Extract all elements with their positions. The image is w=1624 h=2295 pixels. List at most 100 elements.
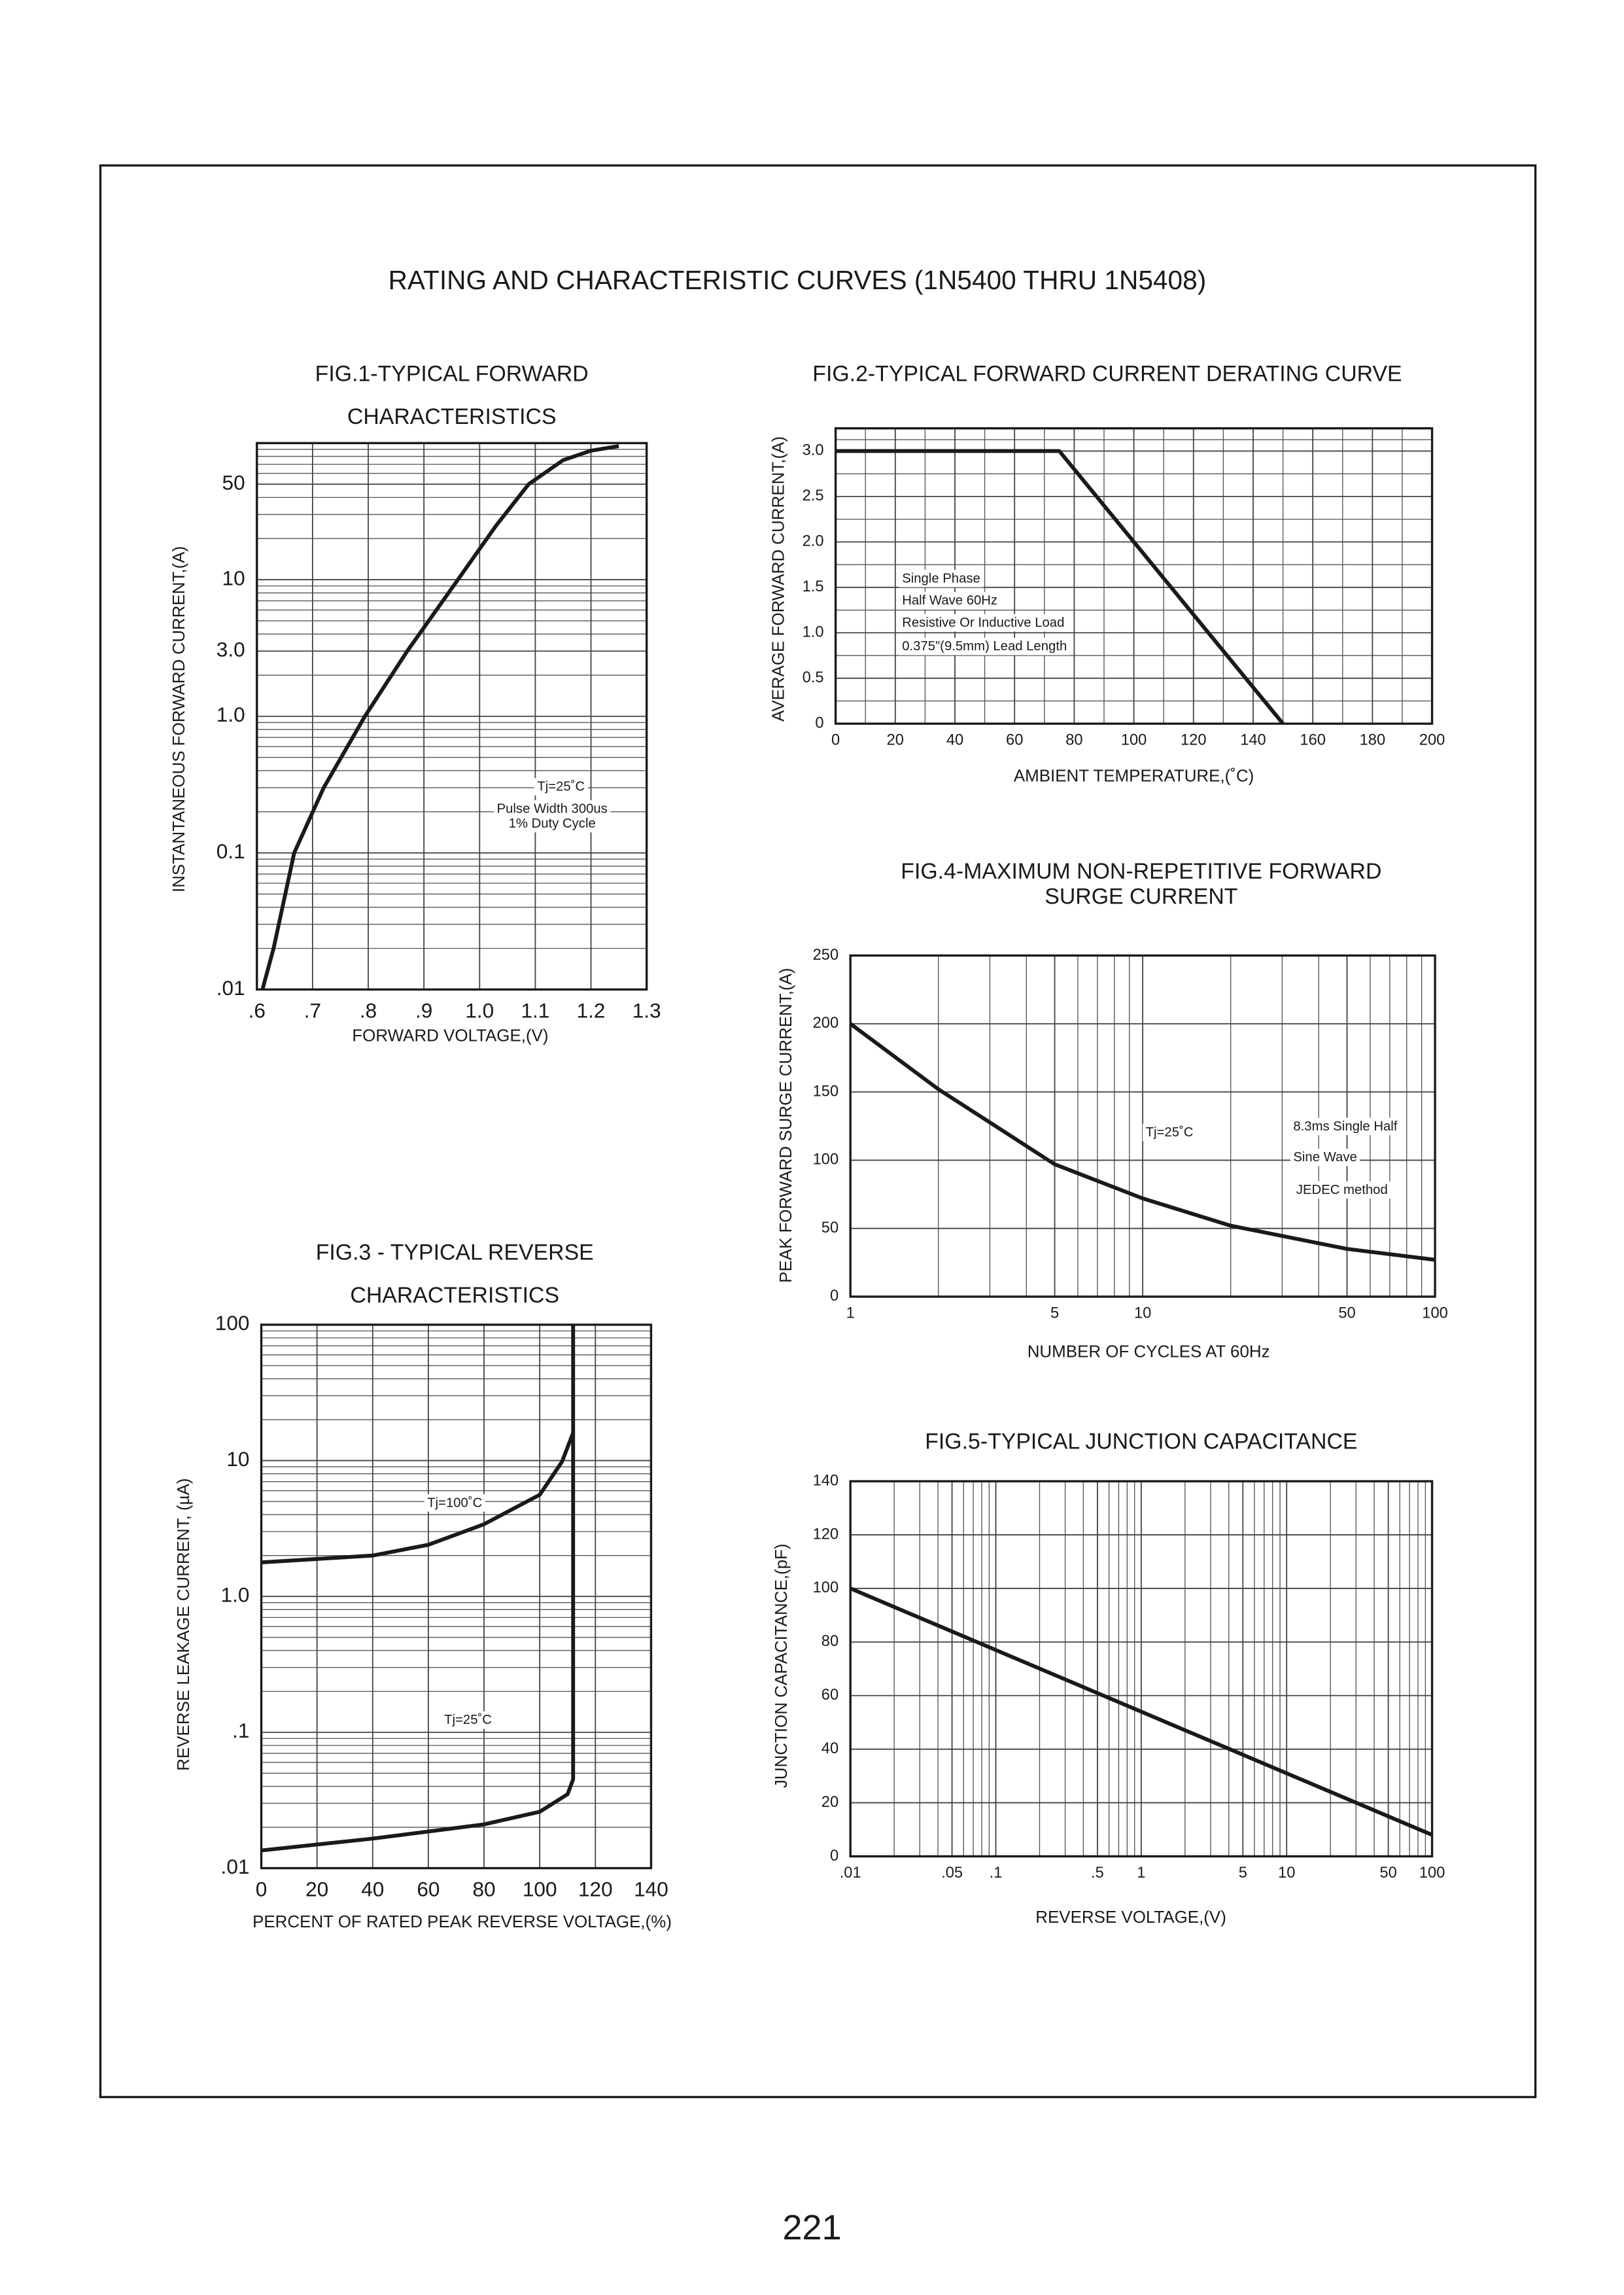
label-background bbox=[424, 1494, 485, 1512]
x-tick-label: .05 bbox=[941, 1865, 963, 1882]
annotation: Resistive Or Inductive Load bbox=[902, 616, 1064, 630]
annotation-background bbox=[899, 637, 1070, 656]
y-tick-label: 2.5 bbox=[803, 487, 824, 504]
annotation: Sine Wave bbox=[1293, 1150, 1356, 1165]
annotation: Half Wave 60Hz bbox=[902, 593, 997, 608]
y-axis-label: JUNCTION CAPACITANCE,(pF) bbox=[772, 1543, 791, 1788]
x-tick-label: .1 bbox=[990, 1865, 1003, 1882]
y-tick-label: 200 bbox=[813, 1015, 839, 1032]
annotation-background bbox=[899, 591, 1001, 610]
x-tick-label: 120 bbox=[1181, 731, 1207, 748]
x-tick-label: 100 bbox=[1422, 1305, 1448, 1322]
series-label: Tj=100˚C bbox=[427, 1496, 482, 1510]
chart-title: CHARACTERISTICS bbox=[347, 404, 557, 429]
x-axis-label: REVERSE VOLTAGE,(V) bbox=[1035, 1908, 1226, 1927]
chart-title: FIG.4-MAXIMUM NON-REPETITIVE FORWARD bbox=[901, 859, 1381, 884]
y-tick-label: 1.0 bbox=[221, 1583, 250, 1607]
y-tick-label: 0.1 bbox=[216, 839, 245, 863]
y-axis-label: AVERAGE FORWARD CURRENT,(A) bbox=[770, 436, 788, 722]
y-tick-label: 100 bbox=[215, 1311, 250, 1335]
series-label: Tj=25˚C bbox=[444, 1713, 492, 1727]
label-background bbox=[441, 1711, 495, 1729]
y-tick-label: 2.0 bbox=[803, 533, 824, 550]
y-axis-label: PEAK FORWARD SURGE CURRENT,(A) bbox=[777, 968, 795, 1282]
plot-frame bbox=[260, 1323, 653, 1870]
curve bbox=[261, 1324, 576, 1853]
x-tick-label: 5 bbox=[1239, 1865, 1247, 1882]
curve bbox=[260, 444, 619, 990]
x-tick-label: 20 bbox=[887, 731, 904, 748]
page-frame bbox=[99, 164, 1537, 2099]
x-tick-label: 10 bbox=[1134, 1305, 1151, 1322]
x-tick-label: 60 bbox=[417, 1878, 440, 1901]
x-tick-label: .01 bbox=[840, 1865, 861, 1882]
y-tick-label: .01 bbox=[216, 976, 245, 1000]
x-tick-label: 140 bbox=[634, 1878, 668, 1901]
x-tick-label: .6 bbox=[249, 999, 266, 1023]
x-tick-label: .8 bbox=[360, 999, 377, 1023]
x-tick-label: .7 bbox=[304, 999, 321, 1023]
y-tick-label: 10 bbox=[222, 566, 245, 589]
x-tick-label: 160 bbox=[1300, 731, 1326, 748]
y-tick-label: 60 bbox=[821, 1687, 838, 1704]
x-tick-label: 10 bbox=[1278, 1865, 1295, 1882]
x-tick-label: 1.3 bbox=[632, 999, 661, 1023]
x-tick-label: 1 bbox=[846, 1305, 855, 1322]
chart-title: FIG.1-TYPICAL FORWARD bbox=[315, 361, 589, 386]
x-tick-label: 140 bbox=[1240, 731, 1266, 748]
page-number: 221 bbox=[782, 2208, 841, 2247]
y-tick-label: 0 bbox=[830, 1848, 838, 1865]
x-axis-label: PERCENT OF RATED PEAK REVERSE VOLTAGE,(%… bbox=[252, 1913, 672, 1931]
chart-title: FIG.3 - TYPICAL REVERSE bbox=[316, 1240, 594, 1265]
x-tick-label: 100 bbox=[523, 1878, 557, 1901]
annotation: 1% Duty Cycle bbox=[509, 816, 596, 831]
x-tick-label: 20 bbox=[305, 1878, 328, 1901]
x-tick-label: .9 bbox=[415, 999, 432, 1023]
curve bbox=[261, 1432, 576, 1565]
x-tick-label: 180 bbox=[1360, 731, 1386, 748]
y-tick-label: 80 bbox=[821, 1633, 838, 1650]
x-axis-label: AMBIENT TEMPERATURE,(˚C) bbox=[1014, 767, 1254, 785]
plot-frame bbox=[834, 427, 1434, 725]
annotation: Pulse Width 300us bbox=[497, 801, 608, 816]
chart-title: FIG.2-TYPICAL FORWARD CURRENT DERATING C… bbox=[812, 361, 1402, 386]
y-tick-label: 1.5 bbox=[803, 578, 824, 595]
x-tick-label: 50 bbox=[1338, 1305, 1355, 1322]
annotation-background bbox=[1290, 1117, 1401, 1136]
y-tick-label: 0 bbox=[815, 714, 823, 731]
y-tick-label: 3.0 bbox=[803, 442, 824, 459]
annotation-background bbox=[1293, 1181, 1391, 1199]
y-tick-label: 10 bbox=[226, 1447, 249, 1471]
x-tick-label: 60 bbox=[1006, 731, 1023, 748]
chart-title: FIG.5-TYPICAL JUNCTION CAPACITANCE bbox=[925, 1429, 1357, 1454]
x-tick-label: 120 bbox=[578, 1878, 613, 1901]
y-tick-label: 50 bbox=[222, 470, 245, 494]
annotation-background bbox=[1143, 1123, 1196, 1142]
annotation: 0.375"(9.5mm) Lead Length bbox=[902, 639, 1067, 654]
x-tick-label: 100 bbox=[1419, 1865, 1445, 1882]
annotation: 8.3ms Single Half bbox=[1293, 1119, 1397, 1134]
curve bbox=[835, 449, 1285, 726]
x-tick-label: 80 bbox=[1065, 731, 1082, 748]
annotation-background bbox=[506, 815, 599, 833]
plot-frame bbox=[849, 954, 1436, 1298]
y-axis-label: INSTANTANEOUS FORWARD CURRENT,(A) bbox=[170, 546, 188, 892]
x-tick-label: 100 bbox=[1121, 731, 1147, 748]
y-tick-label: 120 bbox=[813, 1526, 839, 1543]
y-tick-label: 100 bbox=[813, 1579, 839, 1596]
page-title: RATING AND CHARACTERISTIC CURVES (1N5400… bbox=[389, 265, 1207, 295]
x-tick-label: 1.1 bbox=[521, 999, 549, 1023]
y-tick-label: .01 bbox=[221, 1855, 250, 1878]
y-tick-label: 0 bbox=[830, 1288, 838, 1305]
annotation: Tj=25˚C bbox=[537, 780, 585, 794]
x-tick-label: 80 bbox=[472, 1878, 495, 1901]
x-axis-label: NUMBER OF CYCLES AT 60Hz bbox=[1028, 1343, 1270, 1361]
y-tick-label: 0.5 bbox=[803, 669, 824, 686]
x-tick-label: 40 bbox=[361, 1878, 384, 1901]
x-tick-label: 40 bbox=[946, 731, 963, 748]
x-tick-label: 50 bbox=[1379, 1865, 1396, 1882]
x-tick-label: 1.0 bbox=[465, 999, 494, 1023]
chart-title: SURGE CURRENT bbox=[1045, 884, 1237, 909]
